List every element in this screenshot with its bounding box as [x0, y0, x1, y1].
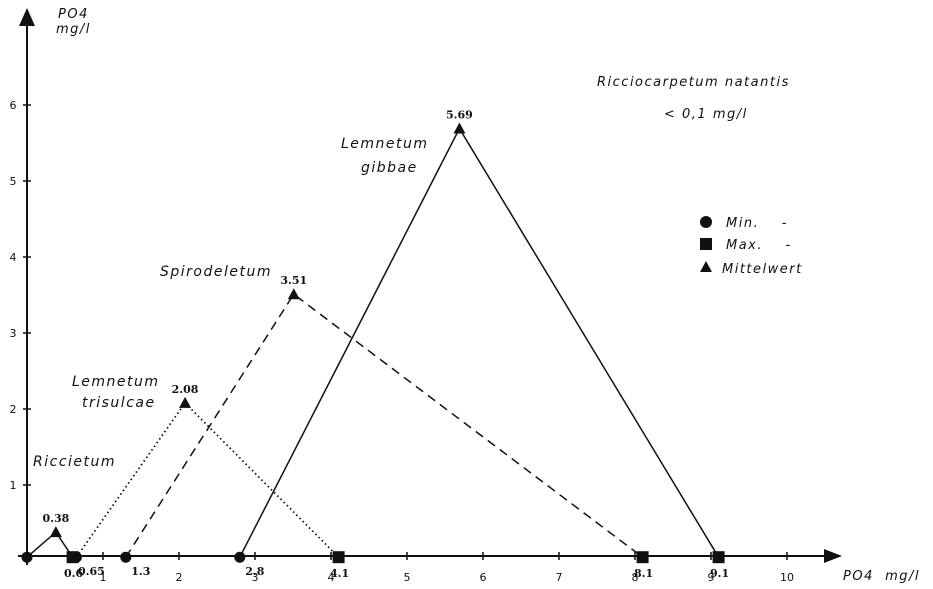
- series-lines: [26, 127, 720, 558]
- mean-marker-1: [179, 396, 192, 408]
- legend: Min. - Max. - Mittelwert: [700, 216, 803, 277]
- x-tick-label: 4: [328, 571, 335, 584]
- max-marker-1: [332, 551, 345, 564]
- y-tick-label: 2: [10, 403, 17, 416]
- x-axis-title: PO4 mg/l: [843, 569, 920, 584]
- y-tick-label: 1: [10, 479, 17, 492]
- x-tick-label: 2: [176, 571, 183, 584]
- data-label-mean-0: 0.38: [42, 512, 69, 525]
- series-names: Riccietum Lemnetum trisulcae Spirodeletu…: [33, 136, 429, 470]
- y-axis-title-line2: mg/l: [56, 22, 91, 37]
- y-tick-label: 3: [10, 327, 17, 340]
- series-line-3: [239, 127, 720, 558]
- data-labels: 0.38 0.6 2.08 0.65 4.1 3.51 1.3 8.1 5.69 2.8 9.1: [42, 109, 729, 581]
- data-label-max-3: 9.1: [710, 567, 729, 580]
- max-marker-2: [636, 551, 649, 564]
- data-label-mean-2: 3.51: [280, 274, 307, 287]
- x-tick-label: 1: [100, 571, 107, 584]
- data-label-max-1: 4.1: [330, 567, 349, 580]
- mean-marker-3: [453, 122, 466, 134]
- x-tick-label: 3: [252, 571, 259, 584]
- x-tick-label: 6: [480, 571, 487, 584]
- y-axis-title: PO4 mg/l: [56, 7, 91, 37]
- legend-triangle-icon: [700, 261, 712, 272]
- min-marker-0: [21, 551, 33, 563]
- min-marker-1: [70, 551, 82, 563]
- data-label-min-2: 1.3: [131, 565, 150, 578]
- markers: [21, 122, 725, 564]
- series-label-lemnetum-trisulcae-line2: trisulcae: [82, 395, 156, 411]
- x-tick-label: 10: [780, 571, 794, 584]
- axes: [18, 8, 842, 565]
- mean-marker-0: [49, 526, 62, 538]
- x-tick-label: 5: [404, 571, 411, 584]
- x-axis-arrow: [824, 549, 842, 563]
- legend-square-icon: [700, 238, 712, 250]
- series-line-0: [26, 530, 74, 558]
- data-label-min-1: 0.65: [78, 565, 105, 578]
- min-marker-3: [234, 551, 246, 563]
- legend-label-mean: Mittelwert: [722, 262, 803, 277]
- legend-label-min: Min. -: [726, 216, 788, 231]
- data-label-mean-3: 5.69: [446, 109, 473, 122]
- data-label-max-2: 8.1: [634, 567, 653, 580]
- min-marker-2: [120, 551, 132, 563]
- x-tick-label: 9: [708, 571, 715, 584]
- data-label-min-3: 2.8: [245, 565, 264, 578]
- y-axis-arrow: [19, 8, 35, 26]
- series-label-lemnetum-gibbae-line2: gibbae: [361, 160, 418, 176]
- y-tick-label: 6: [10, 99, 17, 112]
- x-tick-label: 7: [556, 571, 563, 584]
- y-axis-title-line1: PO4: [58, 7, 89, 22]
- data-label-max-0: 0.6: [64, 567, 83, 580]
- y-tick-label: 4: [10, 251, 17, 264]
- mean-marker-2: [287, 288, 300, 300]
- data-label-mean-1: 2.08: [172, 383, 199, 396]
- y-tick-label: 5: [10, 175, 17, 188]
- max-marker-3: [712, 551, 725, 564]
- ticks: 1 2 3 4 5 6 7 8 9 10 1 2 3 4 5 6: [10, 99, 795, 584]
- series-label-riccietum: Riccietum: [33, 454, 116, 470]
- legend-circle-icon: [700, 216, 712, 228]
- x-tick-label: 8: [632, 571, 639, 584]
- series-label-lemnetum-trisulcae-line1: Lemnetum: [72, 374, 160, 390]
- legend-label-max: Max. -: [726, 238, 792, 253]
- annotation-line2: < 0,1 mg/l: [664, 107, 748, 122]
- series-line-1: [75, 401, 340, 558]
- series-label-spirodeletum: Spirodeletum: [160, 264, 272, 280]
- annotation-line1: Ricciocarpetum natantis: [597, 75, 790, 90]
- series-line-2: [125, 293, 644, 558]
- series-label-lemnetum-gibbae-line1: Lemnetum: [341, 136, 429, 152]
- annotation: Ricciocarpetum natantis < 0,1 mg/l: [597, 75, 790, 122]
